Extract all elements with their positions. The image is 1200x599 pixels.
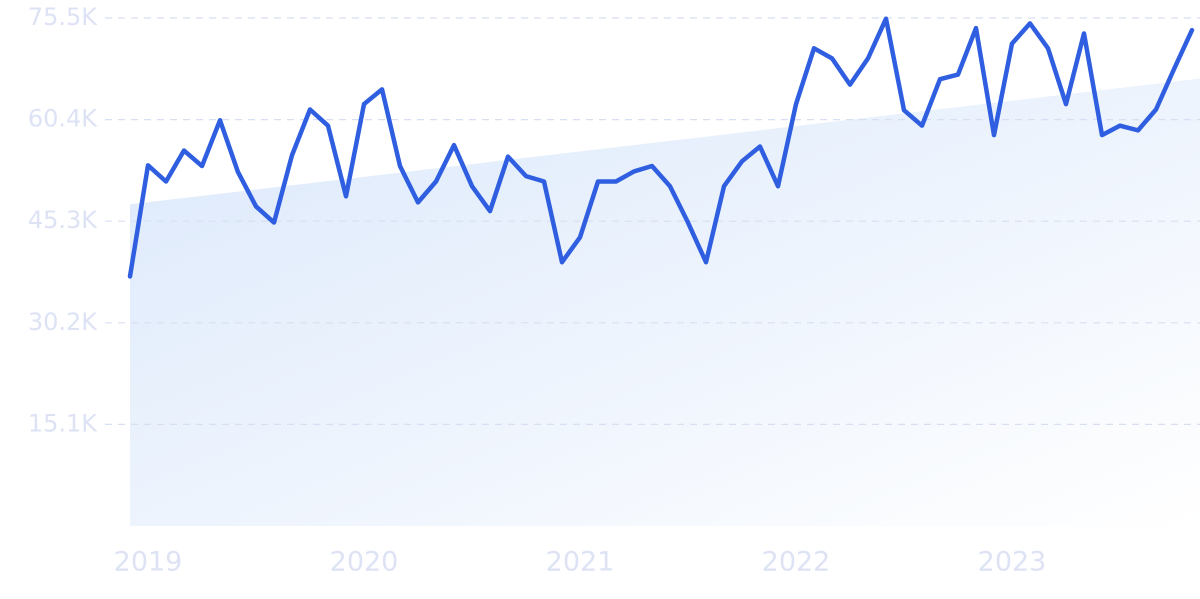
x-tick-label: 2020 [330, 547, 399, 578]
x-tick-label: 2021 [546, 547, 615, 578]
y-tick-label: 45.3K [28, 206, 98, 234]
x-tick-label: 2023 [978, 547, 1047, 578]
x-tick-label: 2019 [114, 547, 183, 578]
x-tick-label: 2022 [762, 547, 831, 578]
line [127, 16, 1195, 279]
y-tick-label: 60.4K [28, 105, 98, 133]
y-tick-label: 75.5K [28, 3, 98, 31]
y-tick-label: 30.2K [28, 308, 98, 336]
trend-area [130, 78, 1200, 527]
y-tick-label: 15.1K [28, 409, 98, 437]
